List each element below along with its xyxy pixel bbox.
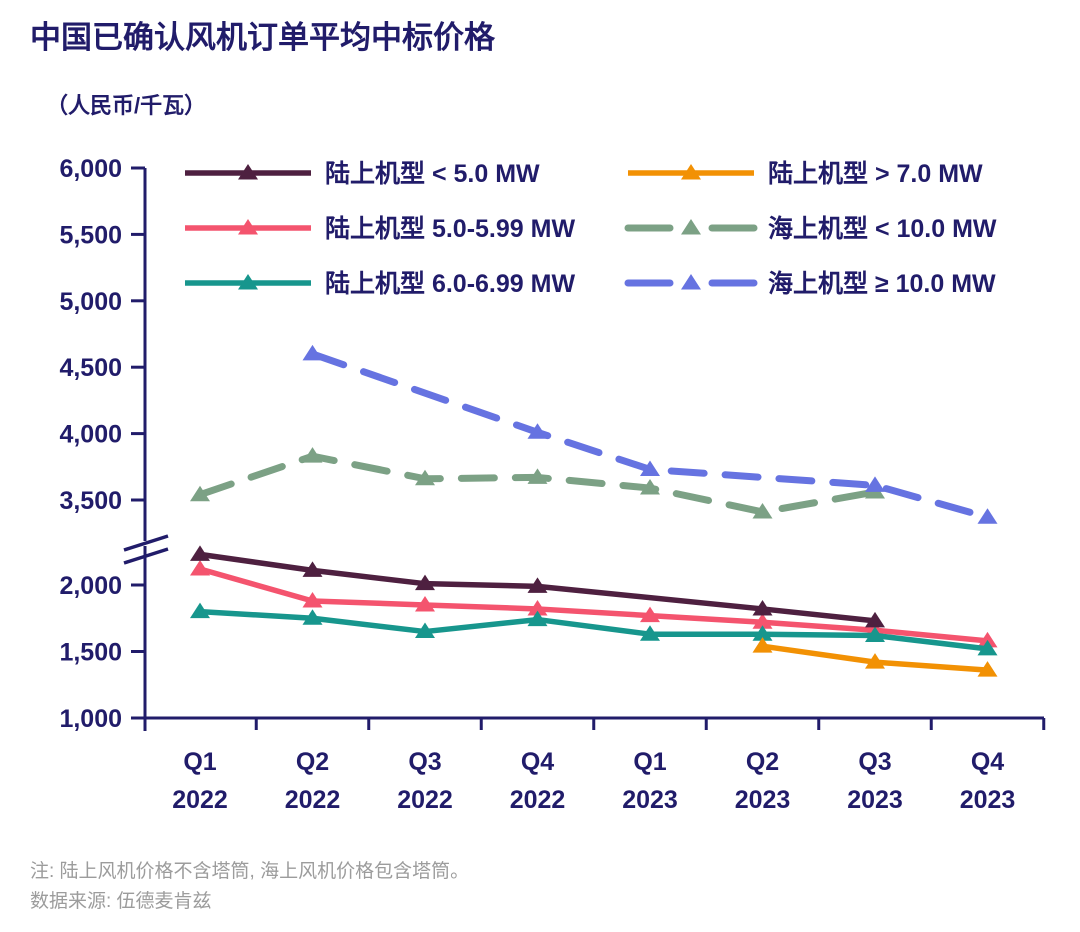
x-axis-year-label: 2023 [622, 786, 678, 814]
x-axis-year-label: 2022 [510, 786, 566, 814]
x-axis-labels: Q1 2022 Q2 2022 Q3 2022 Q4 2022 Q1 2023 Q2 2023 Q3 20… [172, 748, 1015, 814]
data-point-marker [527, 577, 548, 593]
x-axis-year-label: 2022 [397, 786, 453, 814]
data-point-marker [190, 560, 210, 576]
data-point-marker [190, 602, 210, 619]
chart-unit-label: （人民币/千瓦） [46, 93, 207, 118]
series-line [199, 608, 988, 652]
data-source: 数据来源: 伍德麦肯兹 [30, 891, 212, 912]
series-line [199, 566, 988, 644]
chart-title: 中国已确认风机订单平均中标价格 [30, 20, 495, 55]
data-point-marker [640, 479, 660, 495]
legend-label: 陆上机型 > 7.0 MW [768, 160, 983, 188]
data-point-marker [415, 574, 435, 591]
legend-label: 陆上机型 6.0-6.99 MW [325, 270, 575, 298]
data-point-marker [527, 610, 548, 627]
series-line [199, 551, 876, 624]
data-point-marker [752, 613, 773, 629]
y-axis-tick-label: 4,500 [59, 354, 122, 382]
data-point-marker [977, 661, 998, 677]
data-point-marker [190, 545, 210, 561]
legend-item-3: 陆上机型 > 7.0 MW [628, 160, 983, 188]
data-point-marker [752, 637, 773, 653]
data-point-marker [752, 599, 773, 616]
series-4 [190, 447, 885, 519]
data-point-marker [865, 626, 885, 643]
x-axis-quarter-label: Q3 [408, 748, 441, 776]
data-point-marker [640, 625, 660, 641]
data-point-marker [752, 625, 773, 641]
data-point-marker [977, 508, 998, 524]
chart-note: 注: 陆上风机价格不含塔筒, 海上风机价格包含塔筒。 [30, 861, 470, 882]
x-axis-quarter-label: Q1 [633, 748, 666, 776]
y-axis-tick-label: 1,500 [59, 639, 122, 667]
series-0 [190, 545, 885, 628]
legend-marker [681, 219, 701, 235]
x-axis-year-label: 2023 [735, 786, 791, 814]
data-point-marker [865, 653, 885, 669]
legend-item-0: 陆上机型 < 5.0 MW [185, 160, 540, 188]
legend-marker [238, 274, 258, 290]
axis-break-marks [123, 534, 169, 565]
y-axis-labels: 1,000 1,500 2,000 3,500 4,000 4,500 5,000 5,500… [59, 155, 122, 733]
legend-label: 海上机型 < 10.0 MW [768, 214, 997, 243]
data-point-marker [527, 468, 548, 484]
legend-label: 海上机型 ≥ 10.0 MW [768, 269, 996, 298]
legend-marker [681, 164, 701, 180]
series-line [196, 452, 879, 516]
y-axis-tick-label: 4,000 [59, 421, 122, 449]
x-axis-quarter-label: Q1 [183, 748, 216, 776]
x-axis-quarter-label: Q2 [296, 748, 329, 776]
legend-marker [238, 164, 258, 180]
price-trend-chart: 1,000 1,500 2,000 3,500 4,000 4,500 5,000 5,500… [59, 155, 1046, 814]
x-axis-year-label: 2022 [172, 786, 228, 814]
series-2 [190, 602, 998, 656]
axes [131, 166, 1046, 731]
legend-item-2: 陆上机型 6.0-6.99 MW [185, 270, 575, 298]
data-point-marker [302, 609, 323, 625]
x-axis-quarter-label: Q2 [746, 748, 779, 776]
data-point-marker [415, 595, 435, 612]
data-point-marker [752, 502, 773, 519]
legend: 陆上机型 < 5.0 MW 陆上机型 5.0-5.99 MW 陆上机型 6.0-6.… [185, 160, 997, 298]
data-point-marker [977, 639, 998, 656]
data-point-marker [977, 631, 998, 648]
x-axis-quarter-label: Q3 [858, 748, 891, 776]
data-point-marker [527, 599, 548, 616]
y-axis-tick-label: 5,500 [59, 221, 122, 249]
y-axis-tick-label: 2,000 [59, 572, 122, 600]
data-point-marker [302, 344, 323, 361]
y-axis-tick-label: 1,000 [59, 705, 122, 733]
data-point-marker [415, 469, 435, 486]
x-axis-year-label: 2023 [847, 786, 903, 814]
legend-label: 陆上机型 < 5.0 MW [325, 160, 540, 188]
y-axis-tick-label: 3,500 [59, 487, 122, 515]
legend-marker [238, 219, 258, 235]
data-point-marker [302, 561, 323, 577]
legend-item-5: 海上机型 ≥ 10.0 MW [624, 269, 996, 298]
x-axis-quarter-label: Q4 [971, 748, 1004, 776]
data-point-marker [302, 591, 323, 608]
legend-item-1: 陆上机型 5.0-5.99 MW [185, 215, 575, 243]
series-3 [752, 637, 998, 677]
data-point-marker [190, 485, 210, 502]
data-point-marker [865, 611, 885, 628]
x-axis-year-label: 2023 [960, 786, 1016, 814]
data-point-marker [527, 423, 548, 439]
data-point-marker [640, 606, 660, 623]
y-axis-tick-label: 5,000 [59, 288, 122, 316]
legend-item-4: 海上机型 < 10.0 MW [624, 214, 997, 243]
x-axis-year-label: 2022 [285, 786, 341, 814]
data-point-marker [865, 476, 885, 492]
data-point-marker [415, 622, 435, 639]
data-point-marker [640, 460, 660, 476]
series-5 [302, 344, 998, 524]
legend-label: 陆上机型 5.0-5.99 MW [325, 215, 575, 243]
y-axis-tick-label: 6,000 [59, 155, 122, 183]
x-axis-quarter-label: Q4 [521, 748, 554, 776]
data-point-marker [302, 447, 323, 463]
legend-marker [681, 274, 701, 290]
